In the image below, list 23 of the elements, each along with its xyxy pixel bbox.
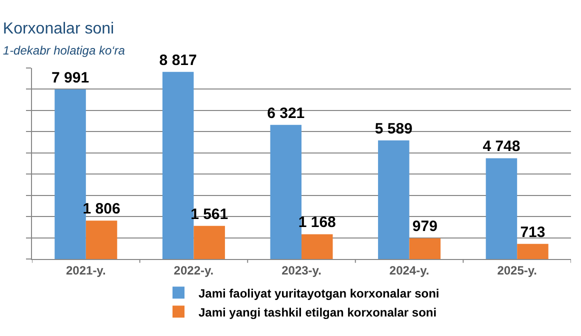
chart-subtitle: 1-dekabr holatiga ko‘ra [2, 43, 126, 58]
x-tick-label: 2022-y. [174, 263, 214, 278]
legend-label: Jami yangi tashkil etilgan korxonalar soni [198, 305, 437, 320]
data-label: 7 991 [51, 69, 90, 86]
x-tick-label: 2021-y. [66, 263, 106, 278]
chart-title: Korxonalar soni [2, 20, 114, 38]
bar [409, 238, 441, 259]
bar [517, 244, 548, 259]
x-tick-label: 2023-y. [282, 263, 322, 278]
x-tick-label: 2024-y. [389, 263, 430, 278]
data-label: 6 321 [267, 104, 305, 122]
data-label: 5 589 [374, 120, 412, 138]
data-label: 8 817 [159, 52, 197, 69]
bar [486, 158, 518, 259]
bar [378, 140, 410, 259]
data-label: 713 [520, 224, 546, 241]
legend-label: Jami faoliyat yuritayotgan korxonalar soni [198, 286, 440, 300]
x-tick-label: 2025-y. [497, 263, 538, 278]
bar [194, 226, 225, 259]
bar [302, 234, 333, 259]
data-label: 979 [412, 218, 438, 236]
data-label: 4 748 [482, 138, 520, 156]
bar [86, 220, 118, 259]
